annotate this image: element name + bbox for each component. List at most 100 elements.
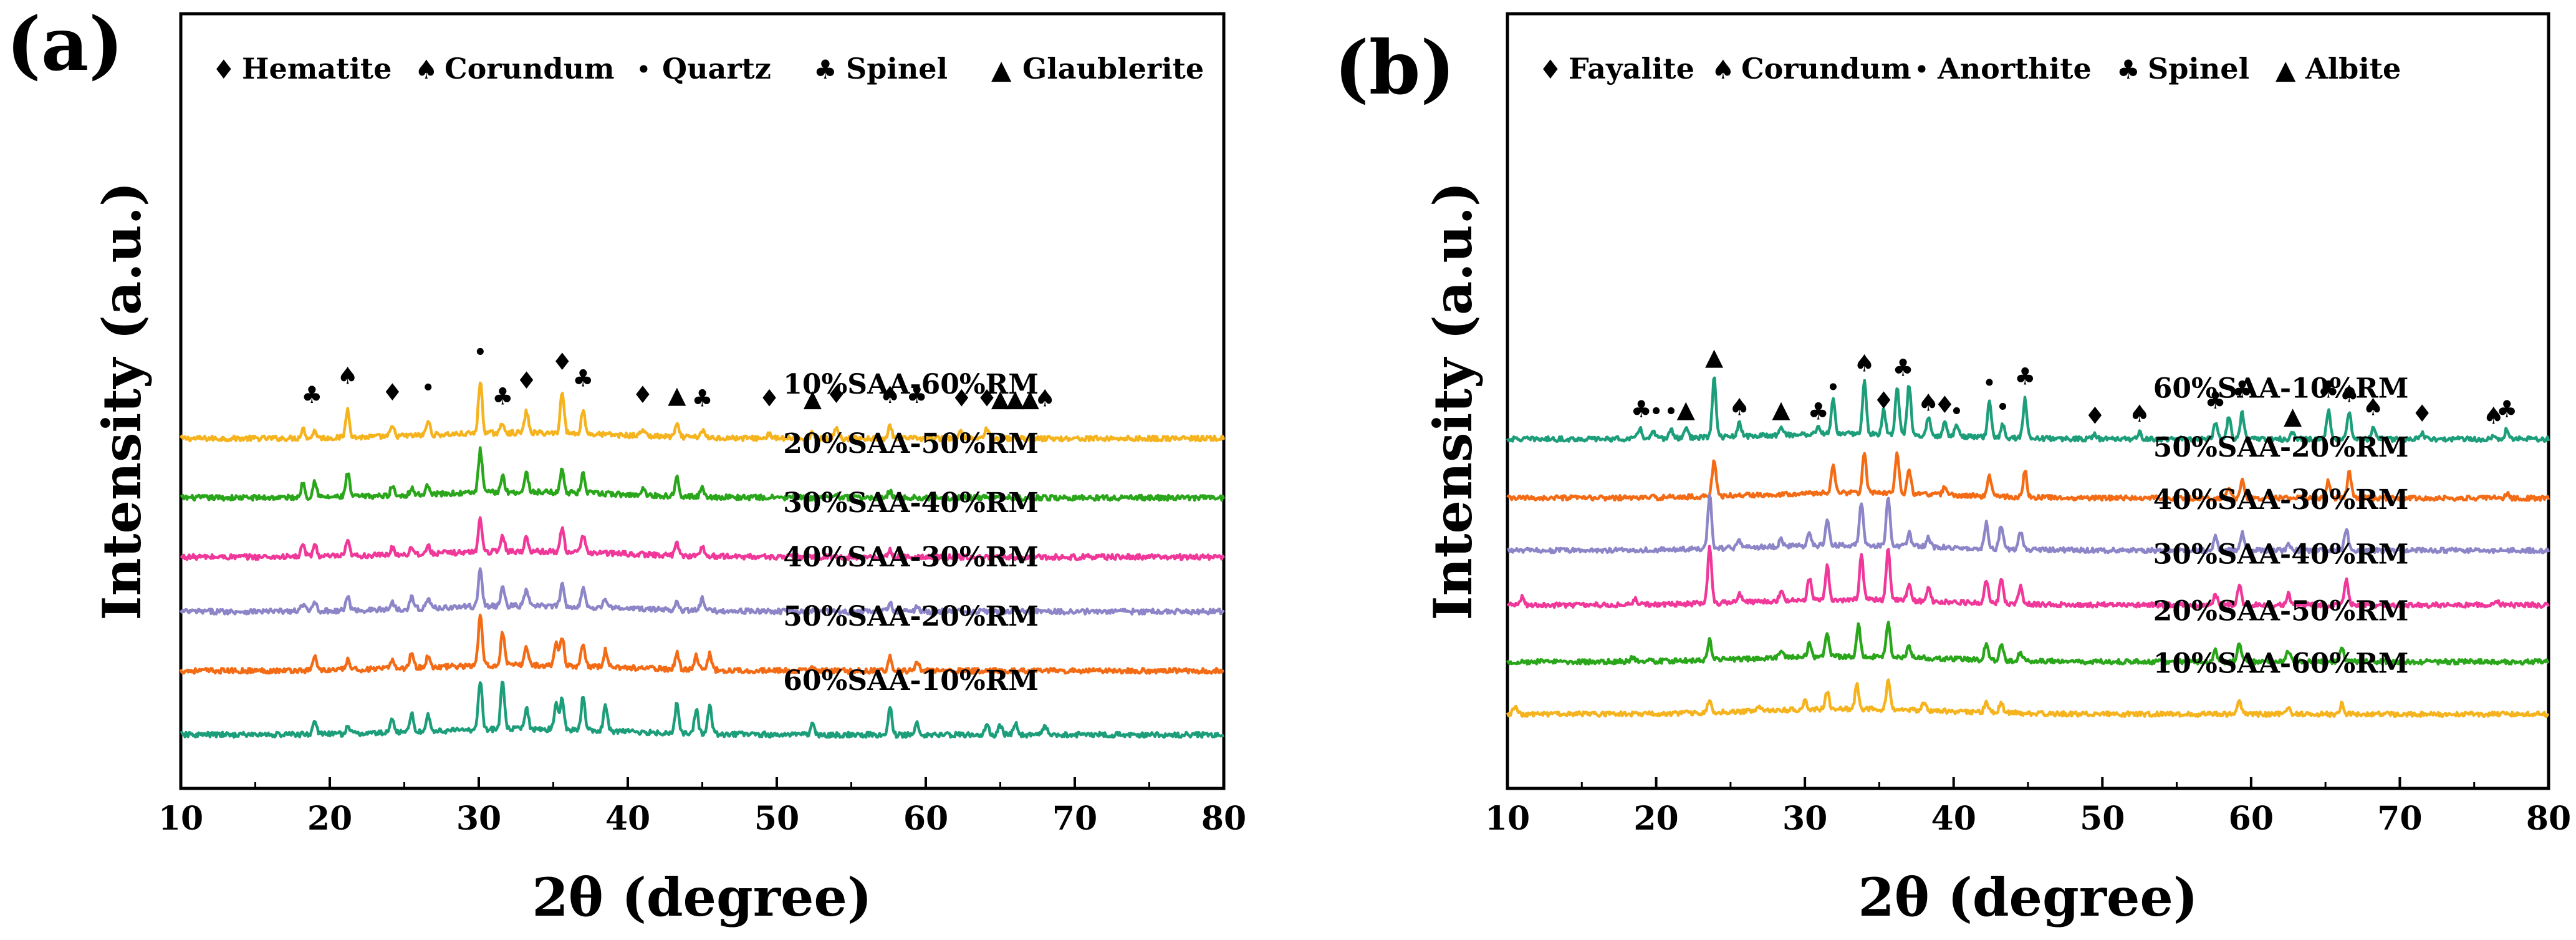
x-tick-label: 70 — [2377, 800, 2422, 838]
xrd-trace — [179, 613, 1224, 675]
legend-b-0-label: Fayalite — [1569, 52, 1694, 85]
phase-marker: • — [1982, 369, 1996, 397]
series-label: 60%SAA-10%RM — [783, 665, 1039, 697]
phase-marker: • — [1996, 394, 2009, 421]
x-tick-label: 30 — [456, 800, 501, 838]
x-tick-label: 20 — [1633, 800, 1678, 838]
phase-marker: ♠ — [1729, 394, 1750, 421]
phase-marker: • — [1649, 398, 1663, 425]
phase-marker: ♦ — [826, 381, 847, 409]
legend-a-2-symbol: • — [636, 54, 651, 85]
phase-marker: ▲ — [1772, 395, 1790, 423]
phase-marker: ♦ — [1873, 387, 1895, 414]
panel-a-series: 10%SAA-60%RM 20%SAA-50%RM 30%SAA-40%RM 40%S… — [179, 369, 1226, 739]
x-tick-label: 10 — [1485, 800, 1530, 838]
phase-marker: • — [421, 374, 435, 402]
phase-marker: ♣ — [691, 384, 713, 412]
x-tick-label: 60 — [2229, 800, 2274, 838]
phase-marker: ♦ — [2411, 400, 2433, 427]
phase-marker: ♠ — [2338, 380, 2360, 408]
x-tick-label: 20 — [307, 800, 352, 838]
series-label: 50%SAA-20%RM — [2153, 432, 2409, 463]
panel-b: (b) ♦ Fayalite ♠ Corundum • Anorthite ♣ … — [1334, 12, 2571, 928]
x-tick-label: 50 — [2080, 800, 2125, 838]
phase-marker: ▲ — [668, 381, 686, 409]
xrd-trace — [180, 381, 1226, 443]
legend-b-4-symbol: ▲ — [2276, 54, 2296, 85]
phase-marker: ▲ — [1677, 395, 1696, 423]
phase-marker: ♣ — [572, 364, 594, 392]
panel-b-x-axis-title: 2θ (degree) — [1858, 866, 2198, 928]
phase-marker: ♦ — [632, 381, 653, 409]
x-tick-label: 40 — [605, 800, 650, 838]
phase-marker: ▲ — [1021, 384, 1040, 412]
x-tick-label: 80 — [1201, 800, 1246, 838]
x-tick-label: 60 — [903, 800, 948, 838]
panel-b-label: (b) — [1334, 24, 1455, 111]
x-tick-label: 50 — [754, 800, 799, 838]
phase-marker: ♦ — [552, 348, 573, 376]
phase-marker: ♠ — [2129, 400, 2150, 427]
series-label: 40%SAA-30%RM — [2153, 484, 2409, 516]
legend-a-4-symbol: ▲ — [991, 54, 1012, 85]
phase-marker: ♠ — [1034, 384, 1055, 412]
phase-marker: ♣ — [1893, 354, 1914, 382]
x-tick-label: 10 — [158, 800, 203, 838]
phase-marker: ♣ — [2496, 395, 2517, 423]
panel-a-phase-markers: ♣♠♦ ••♣♦♦♣♦ ▲ ♣ ♦ ▲ ♦ ♠ ♣ ♦ ♦▲▲▲♠ — [301, 339, 1055, 412]
phase-marker: ♣ — [2205, 387, 2226, 414]
xrd-trace — [1507, 493, 2550, 555]
panel-a-label: (a) — [6, 1, 123, 87]
phase-marker: ♦ — [1934, 391, 1955, 419]
panel-a-x-axis-title: 2θ (degree) — [532, 866, 872, 928]
series-label: 30%SAA-40%RM — [2153, 539, 2409, 571]
series-label: 40%SAA-30%RM — [783, 541, 1039, 573]
xrd-trace — [180, 567, 1225, 616]
phase-marker: • — [1664, 398, 1678, 425]
phase-marker: ♣ — [301, 381, 322, 409]
xrd-trace — [1506, 545, 2550, 609]
phase-marker: ▲ — [1705, 343, 1724, 371]
panel-a-y-axis-title: Intensity (a.u.) — [91, 182, 153, 620]
xrd-trace — [1506, 376, 2550, 443]
series-label: 10%SAA-60%RM — [2153, 648, 2409, 680]
phase-marker: ♣ — [1631, 395, 1652, 423]
series-label: 10%SAA-60%RM — [783, 369, 1039, 400]
series-label: 60%SAA-10%RM — [2153, 373, 2409, 405]
phase-marker: ♣ — [2014, 363, 2035, 390]
legend-b-0-symbol: ♦ — [1539, 54, 1562, 85]
phase-marker: ♠ — [2362, 394, 2383, 421]
panel-b-phase-markers: ♣• •▲▲♠ ▲ ♣•♠♦♣♠♦•••♣♦ ♠ ♣ ♣▲♣ ♠ ♠ ♦ ♠♣ — [1631, 343, 2518, 430]
phase-marker: ♠ — [880, 381, 901, 409]
legend-b-2-symbol: • — [1914, 54, 1930, 85]
phase-marker: • — [1949, 398, 1963, 425]
phase-marker: ▲ — [2284, 402, 2302, 430]
phase-marker: ♦ — [951, 384, 972, 412]
phase-marker: ♠ — [1918, 389, 1939, 417]
panel-a: (a) ♦ Hematite ♠ Corundum • Quartz ♣ Spi… — [6, 1, 1246, 928]
legend-a-4-label: Glaublerite — [1022, 52, 1204, 85]
panel-a-legend: ♦ Hematite ♠ Corundum • Quartz ♣ Spinel … — [212, 52, 1204, 85]
phase-marker: ♣ — [1808, 398, 1829, 425]
phase-marker: ▲ — [804, 384, 822, 412]
panel-b-ticks: 10 20 30 40 50 60 70 80 — [1485, 777, 2571, 838]
phase-marker: ♣ — [2318, 376, 2339, 404]
x-tick-label: 40 — [1931, 800, 1976, 838]
phase-marker: ♦ — [976, 384, 997, 412]
xrd-trace — [1506, 451, 2550, 502]
phase-marker: ♦ — [759, 384, 780, 412]
series-label: 20%SAA-50%RM — [2153, 596, 2409, 627]
panel-b-series: 60%SAA-10%RM 50%SAA-20%RM 40%SAA-30%RM 30%S… — [1506, 373, 2550, 719]
legend-a-3-label: Spinel — [846, 52, 948, 85]
legend-b-3-symbol: ♣ — [2117, 54, 2140, 85]
phase-marker: ▲ — [991, 384, 1010, 412]
xrd-trace — [1506, 678, 2550, 719]
legend-b-1-symbol: ♠ — [1711, 54, 1735, 85]
panel-b-legend: ♦ Fayalite ♠ Corundum • Anorthite ♣ Spin… — [1539, 52, 2401, 85]
legend-b-2-label: Anorthite — [1937, 52, 2092, 85]
panel-b-y-axis-title: Intensity (a.u.) — [1422, 182, 1484, 620]
phase-marker: ♣ — [492, 382, 513, 410]
phase-marker: • — [473, 339, 487, 366]
phase-marker: ♣ — [906, 381, 928, 409]
